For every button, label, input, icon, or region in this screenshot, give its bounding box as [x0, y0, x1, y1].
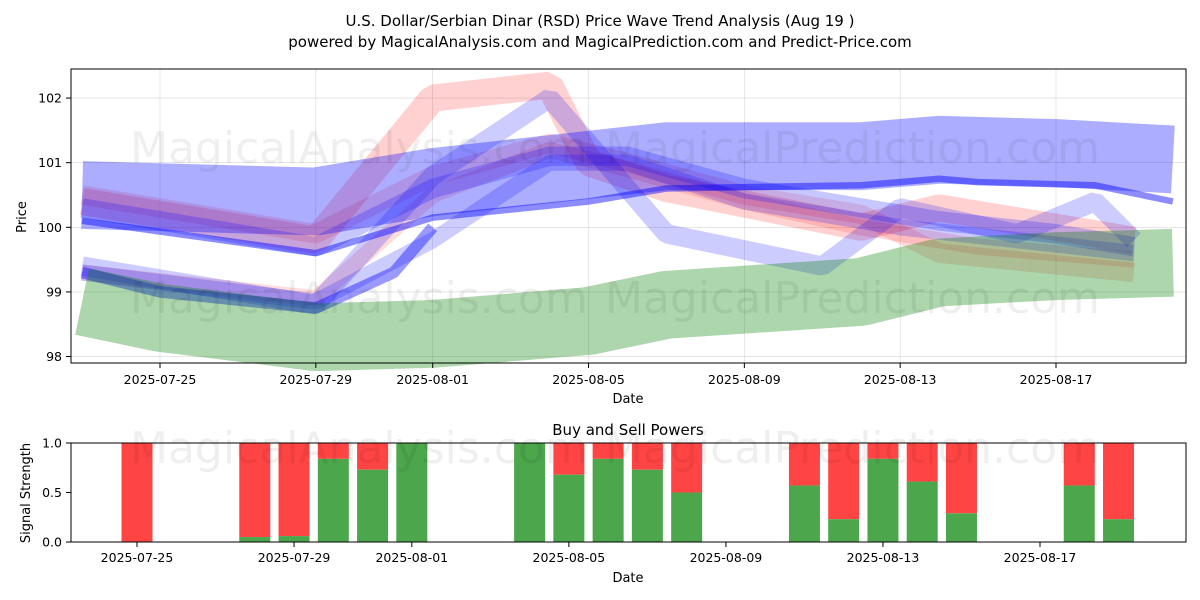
watermark-left-mid: MagicalAnalysis.com	[130, 273, 588, 324]
buy-power-bar	[239, 537, 271, 542]
price-y-tick-label: 98	[46, 349, 62, 364]
buy-power-bar	[514, 443, 546, 542]
sell-power-bar	[239, 443, 271, 538]
series-blue-wave-2	[80, 90, 1141, 315]
signal-x-ticks: 2025-07-25 2025-07-29 2025-08-01 2025-08-05…	[101, 542, 1077, 565]
sell-power-bar	[121, 443, 153, 542]
price-x-ticks: 2025-07-25 2025-07-29 2025-08-01 2025-08-05…	[124, 363, 1093, 387]
signal-x-tick-label: 2025-08-13	[847, 550, 920, 565]
sell-power-bar	[945, 443, 977, 514]
buy-power-bar	[357, 469, 389, 542]
price-x-tick-label: 2025-08-09	[708, 372, 781, 387]
chart-subtitle: powered by MagicalAnalysis.com and Magic…	[288, 33, 912, 51]
series-red-band-upper	[79, 71, 1137, 254]
sell-power-bar	[278, 443, 310, 537]
buy-power-bar	[278, 536, 310, 542]
buy-power-bar	[1063, 485, 1095, 542]
price-x-tick-label: 2025-08-13	[864, 372, 937, 387]
watermark-left-top: MagicalAnalysis.com	[130, 123, 588, 174]
buy-power-bar	[945, 513, 977, 542]
buy-power-bar	[906, 481, 938, 542]
series-red-band-low	[81, 141, 1135, 307]
signal-x-tick-label: 2025-08-05	[533, 550, 606, 565]
price-plot: MagicalAnalysis.com MagicalPrediction.co…	[15, 68, 1187, 407]
sell-power-bar	[317, 443, 349, 459]
series-blue-trend-line	[81, 175, 1174, 257]
buy-power-bar	[788, 485, 820, 542]
buy-power-bar	[631, 469, 663, 542]
buy-power-bar	[553, 474, 585, 542]
signal-x-tick-label: 2025-08-01	[375, 550, 448, 565]
buy-power-bar	[828, 519, 860, 542]
price-x-tick-label: 2025-08-05	[552, 372, 625, 387]
price-y-tick-label: 101	[38, 155, 62, 170]
signal-x-tick-label: 2025-07-25	[101, 550, 174, 565]
signal-x-tick-label: 2025-08-17	[1004, 550, 1077, 565]
sell-power-bar	[1063, 443, 1095, 486]
buy-power-bar	[867, 458, 899, 542]
signal-plot-title: Buy and Sell Powers	[552, 421, 704, 439]
sell-power-bar	[553, 443, 585, 475]
series-red-band-mid	[80, 133, 1135, 283]
signal-y-tick-label: 1.0	[42, 436, 62, 451]
sell-power-bar	[788, 443, 820, 486]
price-y-ticks: 98 99 100 101 102	[38, 91, 71, 364]
series-blue-wave-1	[80, 146, 1136, 257]
price-y-tick-label: 102	[38, 91, 62, 106]
signal-y-axis-label: Signal Strength	[19, 443, 34, 543]
price-y-tick-label: 100	[38, 220, 62, 235]
sell-power-bar	[592, 443, 624, 459]
price-plot-frame	[70, 68, 1187, 364]
price-x-tick-label: 2025-07-25	[124, 372, 197, 387]
series-blue-wide-band	[81, 115, 1175, 236]
sell-power-bar	[357, 443, 389, 470]
chart-title: U.S. Dollar/Serbian Dinar (RSD) Price Wa…	[346, 12, 855, 30]
signal-x-axis-label: Date	[612, 571, 643, 586]
signal-y-tick-label: 0.0	[42, 535, 62, 550]
watermark-left-bottom: MagicalAnalysis.com	[130, 423, 588, 474]
price-x-tick-label: 2025-08-01	[396, 372, 469, 387]
sell-power-bar	[906, 443, 938, 482]
sell-power-bar	[631, 443, 663, 470]
price-x-axis-label: Date	[612, 392, 643, 407]
price-series	[75, 71, 1175, 372]
watermark-right-top: MagicalPrediction.com	[605, 123, 1100, 174]
signal-y-ticks: 0.0 0.5 1.0	[42, 436, 71, 550]
buy-power-bar	[396, 443, 428, 542]
buy-power-bar	[592, 458, 624, 542]
signal-bars	[121, 443, 1135, 542]
sell-power-bar	[1103, 443, 1135, 520]
series-blue-wave-3	[81, 154, 1135, 310]
watermark-right-bottom: MagicalPrediction.com	[605, 423, 1100, 474]
buy-power-bar	[317, 458, 349, 542]
price-x-tick-label: 2025-07-29	[279, 372, 352, 387]
sell-power-bar	[828, 443, 860, 520]
signal-x-tick-label: 2025-07-29	[258, 550, 331, 565]
price-grid	[71, 69, 1186, 363]
signal-x-tick-label: 2025-08-09	[690, 550, 763, 565]
series-green-band	[75, 228, 1174, 372]
sell-power-bar	[867, 443, 899, 459]
watermark-right-mid: MagicalPrediction.com	[605, 273, 1100, 324]
signal-plot: Buy and Sell Powers MagicalAnalysis.com …	[19, 421, 1187, 586]
series-blue-lower-line	[80, 223, 438, 314]
buy-power-bar	[1103, 519, 1135, 542]
buy-power-bar	[671, 492, 703, 542]
price-x-tick-label: 2025-08-17	[1020, 372, 1093, 387]
price-y-tick-label: 99	[46, 284, 62, 299]
sell-power-bar	[671, 443, 703, 493]
price-y-axis-label: Price	[15, 201, 30, 233]
signal-y-tick-label: 0.5	[42, 485, 62, 500]
